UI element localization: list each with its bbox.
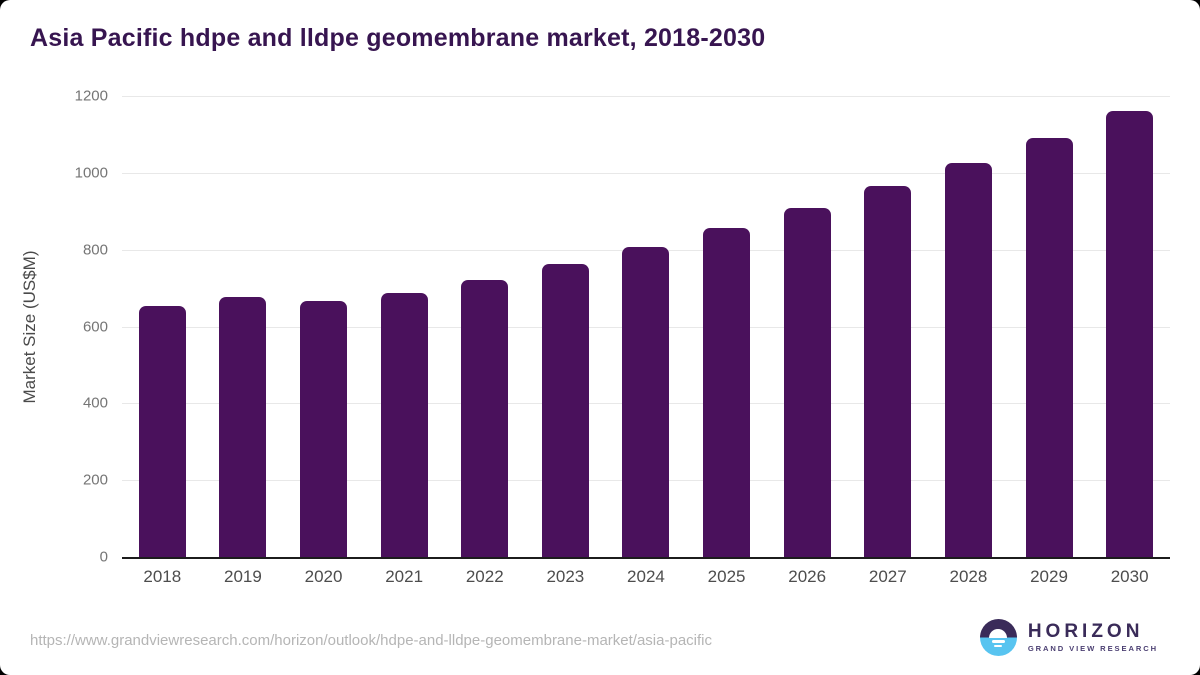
x-tick-label: 2021 [385,567,424,586]
horizon-sun-icon [979,619,1017,656]
x-tick-label: 2025 [707,567,746,586]
bar-2030 [1106,111,1154,557]
x-tick-label: 2030 [1110,567,1149,586]
bar-slot [606,96,687,557]
bar-2023 [541,264,589,557]
gridline [122,96,1170,97]
bar-slot [122,96,203,557]
y-tick-label: 1000 [74,164,108,182]
x-tick-label: 2028 [949,567,988,586]
logo-brand: HORIZON [1027,620,1144,642]
bar-slot [203,96,284,557]
bar-2028 [944,163,992,557]
x-tick-label: 2023 [546,567,585,586]
x-tick-label: 2020 [304,567,343,586]
bar-2024 [622,246,670,557]
bar-slot [847,96,928,557]
x-axis: 2018 2019 2020 2021 2022 2023 2024 2025 2026 2027… [122,567,1170,587]
y-tick-label: 800 [82,241,108,259]
bar-2025 [703,228,751,557]
y-tick-label: 400 [82,394,108,412]
x-tick-label: 2019 [224,567,262,586]
bar-2018 [138,306,186,557]
y-tick-label: 1200 [74,87,108,105]
bar-2022 [461,279,509,557]
logo-tagline: GRAND VIEW RESEARCH [1027,644,1158,654]
bar-2019 [219,297,267,557]
sun-reflection-dash [991,640,1005,643]
bar-slot [767,96,848,557]
bar-2029 [1025,138,1073,557]
x-tick-label: 2029 [1030,567,1068,586]
logo-text: HORIZON GRAND VIEW RESEARCH [1027,620,1158,654]
x-tick-label: 2024 [627,567,665,586]
y-axis: 0 200 400 600 800 1000 1200 [0,88,108,566]
bar-2027 [864,186,912,557]
plot-area [122,96,1170,559]
bar-slot [686,96,767,557]
bar-slot [1089,96,1170,557]
y-tick-label: 0 [99,548,108,566]
horizon-logo: HORIZON GRAND VIEW RESEARCH [979,619,1158,656]
bar-slot [283,96,364,557]
sun-reflection-dash [994,644,1003,648]
bar-slot [525,96,606,557]
bar-slot [444,96,525,557]
x-tick-label: 2026 [788,567,827,586]
chart-title: Asia Pacific hdpe and lldpe geomembrane … [30,24,766,52]
bar-2021 [380,293,428,557]
bar-2026 [783,207,831,557]
x-tick-label: 2027 [868,567,907,586]
sun-shape [989,628,1008,638]
y-tick-label: 200 [82,471,108,489]
y-tick-label: 600 [82,318,108,335]
source-url: https://www.grandviewresearch.com/horizo… [30,632,712,649]
bar-slot [1009,96,1090,557]
bar-2020 [300,300,348,557]
gridline [122,172,1170,174]
bar-slot [928,96,1009,557]
x-tick-label: 2022 [465,567,504,586]
x-tick-label: 2018 [143,567,182,586]
bar-slot [364,96,445,557]
